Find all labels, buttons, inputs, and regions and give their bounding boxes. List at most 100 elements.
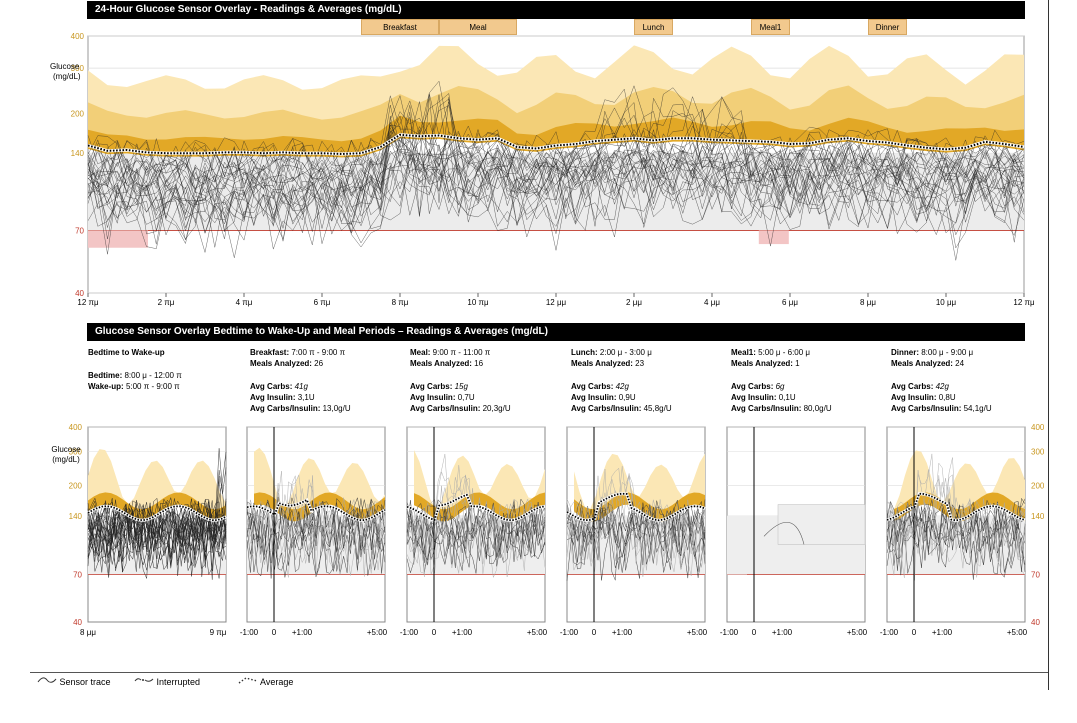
x-tick-label: 4 μμ	[704, 298, 720, 307]
meal-info-row: Avg Carbs/Insulin: 45,8g/U	[571, 404, 672, 413]
panel-sensor-trace	[87, 502, 227, 569]
meal-tab-breakfast: Breakfast	[361, 19, 439, 35]
overlay-panel-1: -1:00 0 +1:00 +5:00	[240, 426, 388, 637]
meal-tab-lunch: Lunch	[634, 19, 673, 35]
legend-sensor-label: Sensor trace	[59, 677, 111, 687]
panel-sensor-trace	[886, 499, 1026, 572]
y-tick-label: 140	[71, 149, 85, 158]
panel-x-tick-label: +5:00	[1007, 628, 1028, 637]
y-tick-label: 200	[71, 109, 85, 118]
panel-sensor-trace	[87, 448, 227, 567]
panel-x-tick-label: 0	[592, 628, 597, 637]
panel-average-line	[886, 492, 1026, 522]
panel-sensor-trace	[566, 509, 706, 581]
panel-x-tick-label: 0	[752, 628, 757, 637]
meal-tab-dinner: Dinner	[868, 19, 907, 35]
panel-sensor-trace	[87, 498, 227, 569]
sensor-trace	[87, 135, 1025, 236]
average-line-icon	[238, 677, 258, 684]
bedtime-title: Bedtime to Wake-up	[88, 348, 165, 357]
meal1-band	[777, 504, 866, 545]
panel-average-line	[566, 492, 706, 522]
bed-x-end-label: 9 πμ	[210, 628, 227, 637]
legend-average: Average	[238, 675, 293, 687]
panel-x-tick-label: -1:00	[720, 628, 739, 637]
x-tick-label: 8 πμ	[392, 298, 409, 307]
panel-sensor-trace	[406, 471, 546, 575]
meal-info-row: Meals Analyzed: 16	[410, 359, 483, 368]
panel-sensor-trace	[406, 503, 546, 566]
panel-sensor-trace	[87, 498, 227, 579]
meal-info-ratio: 80,0g/U	[803, 404, 832, 413]
meal-info-ratio-label: Avg Carbs/Insulin:	[250, 404, 323, 413]
bedtime-label: Bedtime:	[88, 371, 123, 380]
sensor-trace	[87, 85, 1025, 217]
meal-info-row: Avg Carbs/Insulin: 20,3g/U	[410, 404, 511, 413]
meal-info-insulin-label: Avg Insulin:	[250, 393, 298, 402]
wakeup-range: Wake-up: 5:00 π - 9:00 π	[88, 382, 180, 391]
bed-x-start-label: 8 μμ	[80, 628, 96, 637]
meal-info-analyzed-label: Meals Analyzed:	[571, 359, 636, 368]
panel-sensor-trace	[246, 498, 386, 578]
meal-info-insulin-label: Avg Insulin:	[891, 393, 939, 402]
meal-info-row: Avg Insulin: 0,7U	[410, 393, 475, 402]
meal-info-name: Breakfast:	[250, 348, 292, 357]
x-tick-label: 12 πμ	[77, 298, 99, 307]
panel-sensor-trace	[566, 500, 706, 564]
top-ylabel-1: Glucose	[50, 62, 80, 71]
panel-average-line	[246, 498, 386, 522]
sensor-trace	[87, 93, 1025, 229]
sensor-trace	[87, 94, 1025, 239]
panel-x-tick-label: +5:00	[527, 628, 548, 637]
panel-sensor-trace	[87, 504, 227, 580]
meal-info-analyzed-label: Meals Analyzed:	[410, 359, 475, 368]
sensor-trace	[87, 133, 1025, 235]
x-tick-label: 12 μμ	[546, 298, 567, 307]
panel-x-tick-label: +1:00	[612, 628, 633, 637]
panel-sensor-trace	[246, 471, 386, 577]
bottom-overlay-charts: 8 μμ 9 πμ -1:00 0 +1:00 +5:00 -1:00 0 +1:00 +5:00…	[51, 423, 1045, 637]
panel-sensor-trace	[566, 468, 706, 562]
meal-info-row: Meal: 9:00 π - 11:00 π	[410, 348, 490, 357]
meal-info-time: 9:00 π - 11:00 π	[432, 348, 491, 357]
bottom-section-title: Glucose Sensor Overlay Bedtime to Wake-U…	[87, 323, 1025, 341]
sensor-trace	[87, 144, 1025, 253]
meal-info-row: Avg Insulin: 0,1U	[731, 393, 796, 402]
legend-interrupted-label: Interrupted	[156, 677, 201, 687]
x-tick-label: 6 μμ	[782, 298, 798, 307]
x-tick-label: 10 πμ	[467, 298, 489, 307]
bottom-left-y-tick: 140	[69, 512, 83, 521]
y-tick-label: 40	[75, 289, 84, 298]
sensor-trace	[87, 134, 1025, 227]
bottom-right-y-tick: 40	[1031, 618, 1040, 627]
meal-info-row: Avg Carbs: 42g	[571, 382, 629, 391]
meal-info-row: Avg Carbs: 42g	[891, 382, 949, 391]
panel-x-tick-label: 0	[272, 628, 277, 637]
meal-info-analyzed: 16	[474, 359, 484, 368]
y-tick-label: 400	[71, 32, 85, 41]
interrupted-trace-icon	[134, 678, 154, 682]
bottom-right-y-tick: 70	[1031, 571, 1040, 580]
meal-info-insulin-label: Avg Insulin:	[731, 393, 779, 402]
meal-info-insulin: 0,7U	[457, 393, 475, 402]
panel-x-tick-label: -1:00	[880, 628, 899, 637]
meal-info-carbs-label: Avg Carbs:	[410, 382, 455, 391]
meal-info-analyzed-label: Meals Analyzed:	[891, 359, 956, 368]
meal-info-ratio-label: Avg Carbs/Insulin:	[891, 404, 964, 413]
panel-sensor-trace	[87, 503, 227, 560]
meal-info-row: Meals Analyzed: 1	[731, 359, 800, 368]
meal-info-insulin: 0,9U	[618, 393, 636, 402]
meal-info-analyzed: 26	[314, 359, 324, 368]
bedtime-value: 8:00 μ - 12:00 π	[124, 371, 182, 380]
legend-sensor-trace: Sensor trace	[37, 675, 111, 687]
x-tick-label: 10 μμ	[936, 298, 957, 307]
meal-info-carbs-label: Avg Carbs:	[250, 382, 295, 391]
panel-x-tick-label: +5:00	[847, 628, 868, 637]
overlay-panel-3: -1:00 0 +1:00 +5:00	[560, 426, 708, 637]
sensor-trace	[87, 93, 1025, 235]
x-tick-label: 2 μμ	[626, 298, 642, 307]
bottom-right-y-tick: 400	[1031, 423, 1045, 432]
sensor-trace	[87, 95, 1025, 249]
meal-info-insulin: 3,1U	[297, 393, 315, 402]
